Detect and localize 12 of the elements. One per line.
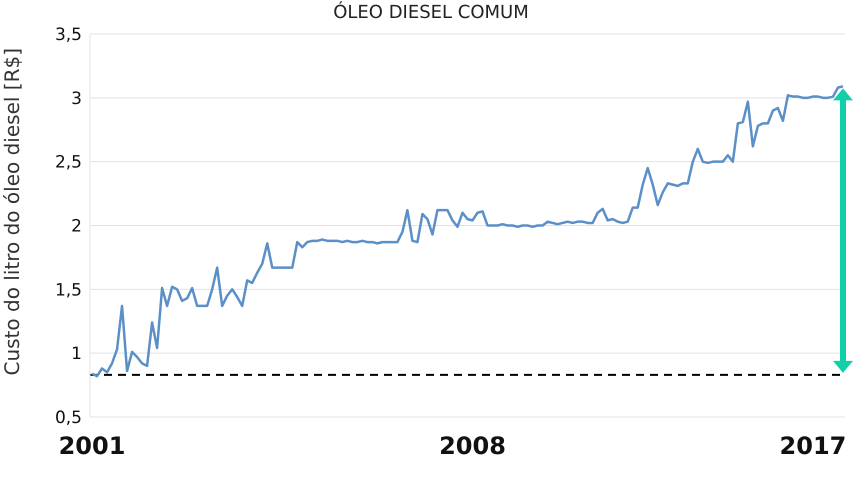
x-tick-label: 2001 [58, 432, 126, 460]
chart-title: ÓLEO DIESEL COMUM [332, 2, 530, 23]
y-axis-title: Custo do litro do óleo diesel [R$] [0, 48, 24, 376]
y-tick-label: 2,5 [54, 152, 82, 173]
y-tick-label: 3,5 [54, 25, 82, 46]
x-tick-label: 2008 [439, 432, 506, 460]
y-tick-label: 1 [71, 344, 82, 364]
y-tick-label: 3 [71, 88, 82, 109]
y-tick-label: 0,5 [54, 408, 82, 428]
y-tick-label: 1,5 [54, 280, 82, 300]
y-tick-label: 2 [71, 216, 82, 237]
x-tick-label: 2017 [780, 432, 846, 460]
